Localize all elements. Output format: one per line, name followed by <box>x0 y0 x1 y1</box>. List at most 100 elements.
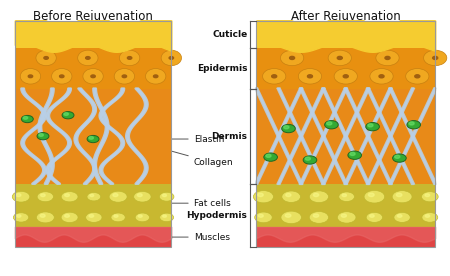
Bar <box>15 20 171 247</box>
Circle shape <box>307 75 312 78</box>
Circle shape <box>36 212 54 223</box>
Circle shape <box>364 190 385 203</box>
Circle shape <box>385 56 390 59</box>
Circle shape <box>40 214 45 217</box>
Circle shape <box>422 192 438 202</box>
Circle shape <box>392 154 406 162</box>
Circle shape <box>395 155 400 158</box>
Circle shape <box>369 214 374 217</box>
Ellipse shape <box>423 50 447 66</box>
Circle shape <box>159 192 174 201</box>
Text: Elastin: Elastin <box>172 134 224 144</box>
Circle shape <box>89 137 94 139</box>
Ellipse shape <box>262 68 286 84</box>
Text: After Rejuvenation: After Rejuvenation <box>291 10 400 23</box>
Circle shape <box>44 57 48 59</box>
Circle shape <box>313 193 319 197</box>
Circle shape <box>39 134 43 136</box>
Circle shape <box>366 123 379 131</box>
Circle shape <box>396 193 402 197</box>
Text: Collagen: Collagen <box>172 151 233 167</box>
Circle shape <box>369 193 374 197</box>
Bar <box>256 89 435 184</box>
Ellipse shape <box>145 68 166 84</box>
Circle shape <box>138 215 142 217</box>
Bar <box>256 20 435 48</box>
Circle shape <box>113 193 118 197</box>
Ellipse shape <box>376 50 399 66</box>
Circle shape <box>305 157 310 160</box>
Circle shape <box>433 56 438 59</box>
Bar <box>15 227 171 247</box>
Circle shape <box>62 112 74 119</box>
Bar <box>15 89 171 184</box>
Circle shape <box>37 132 49 140</box>
Circle shape <box>169 57 174 59</box>
Ellipse shape <box>280 50 304 66</box>
Circle shape <box>341 214 346 217</box>
Circle shape <box>14 213 29 222</box>
Circle shape <box>87 193 101 201</box>
Circle shape <box>392 191 412 203</box>
Circle shape <box>258 193 263 197</box>
Circle shape <box>134 191 151 202</box>
Text: Muscles: Muscles <box>172 233 230 242</box>
Circle shape <box>160 213 174 222</box>
Circle shape <box>162 215 166 217</box>
Circle shape <box>324 121 338 129</box>
Circle shape <box>22 115 33 123</box>
Ellipse shape <box>52 68 72 84</box>
Circle shape <box>409 122 414 125</box>
Circle shape <box>258 214 263 217</box>
Circle shape <box>86 57 90 59</box>
Ellipse shape <box>334 68 357 84</box>
Circle shape <box>89 214 94 217</box>
Circle shape <box>59 75 64 78</box>
Circle shape <box>255 212 272 223</box>
Text: Before Rejuvenation: Before Rejuvenation <box>33 10 153 23</box>
Circle shape <box>415 75 420 78</box>
Bar <box>15 184 171 227</box>
Text: Fat cells: Fat cells <box>172 199 230 208</box>
Circle shape <box>266 154 271 157</box>
Ellipse shape <box>20 68 40 84</box>
Circle shape <box>303 156 317 164</box>
Circle shape <box>90 194 94 197</box>
Circle shape <box>64 113 68 115</box>
Circle shape <box>286 193 291 197</box>
Circle shape <box>368 124 373 127</box>
Circle shape <box>407 121 421 129</box>
Bar <box>15 48 171 89</box>
Circle shape <box>91 75 95 78</box>
Ellipse shape <box>406 68 429 84</box>
Circle shape <box>162 194 166 197</box>
Circle shape <box>309 211 328 223</box>
Circle shape <box>264 153 277 161</box>
Circle shape <box>122 75 126 78</box>
Circle shape <box>342 194 346 197</box>
Ellipse shape <box>114 68 135 84</box>
Circle shape <box>343 75 348 78</box>
Circle shape <box>28 75 33 78</box>
Bar <box>15 20 171 48</box>
Bar <box>256 48 435 89</box>
Circle shape <box>350 152 355 155</box>
Circle shape <box>282 191 301 202</box>
Circle shape <box>23 116 28 119</box>
Circle shape <box>338 212 356 223</box>
Bar <box>256 184 435 227</box>
Circle shape <box>153 75 158 78</box>
Ellipse shape <box>328 50 351 66</box>
Ellipse shape <box>298 68 322 84</box>
Circle shape <box>282 124 295 133</box>
Circle shape <box>366 213 382 222</box>
Circle shape <box>87 136 99 143</box>
Circle shape <box>253 191 274 203</box>
Circle shape <box>272 75 277 78</box>
Bar <box>256 20 435 247</box>
Circle shape <box>422 213 438 222</box>
Circle shape <box>111 213 125 222</box>
Circle shape <box>16 193 21 197</box>
Circle shape <box>65 194 69 197</box>
Circle shape <box>135 213 149 222</box>
